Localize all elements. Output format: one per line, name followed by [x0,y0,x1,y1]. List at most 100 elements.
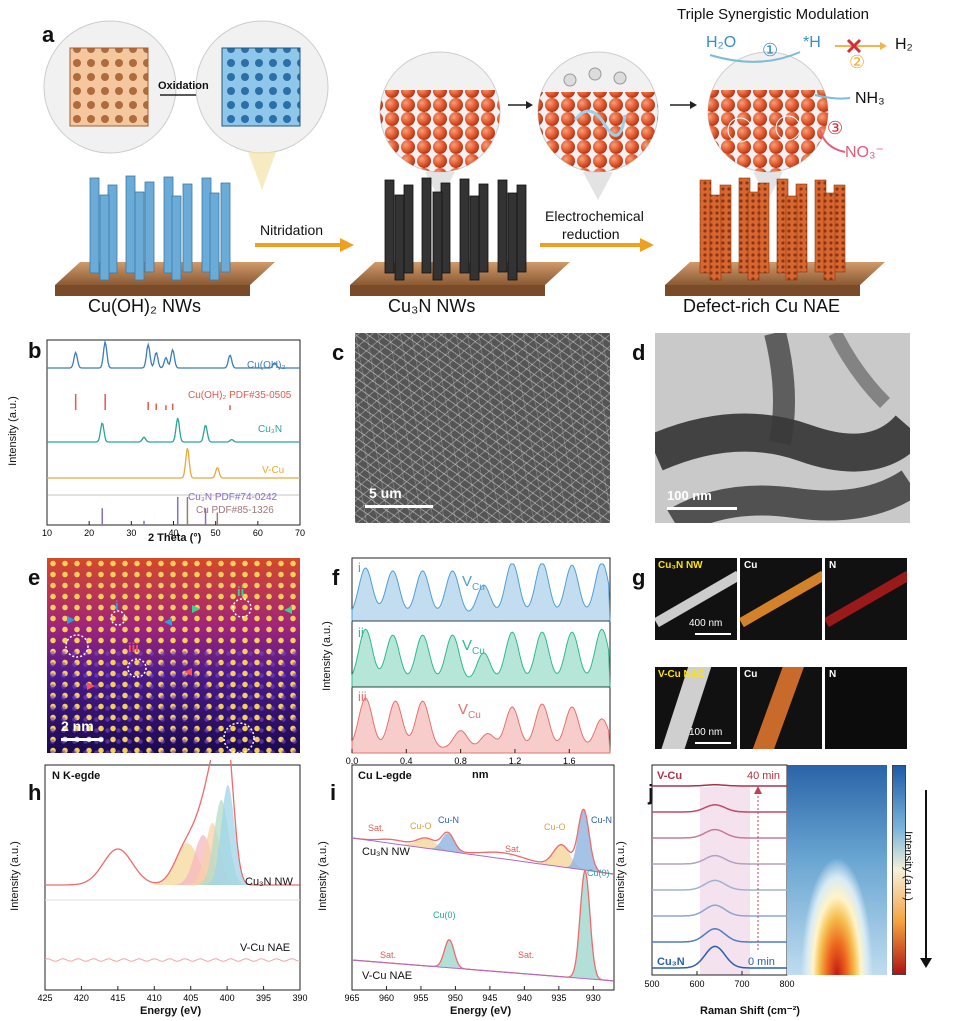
profile-tick-0.8: 0.8 [454,756,467,766]
raman-bottom-label: Cu₃N [657,956,685,968]
cul-tick-955: 955 [413,993,428,1003]
n-k-edge-chart: 425 420 415 410 405 400 395 390 [37,760,308,1003]
sem-scale-label: 5 um [369,485,402,501]
line-profile-chart: 0.0 0.4 0.8 1.2 1.6 [346,557,611,766]
cul-fit-top-3 [556,809,611,874]
eds-cu3n-haadf: Cu₃N NW 400 nm [655,558,737,640]
blue-cube-circle [195,20,329,154]
modulation-title: Triple Synergistic Modulation [677,6,870,23]
nk-curve-cu3n [45,760,300,886]
tem-scale-bar [667,507,737,510]
xrd-curve-cuoh2 [47,339,300,369]
panel-b: b 10 20 30 40 50 60 70 Intensity (a.u.) 2 Thet… [0,330,310,545]
panel-label-h: h [28,780,42,805]
cul-fit-bottom-1 [564,870,605,981]
oxidation-label: Oxidation [158,80,209,92]
cul-cu0-mid: Cu(0) [433,910,456,920]
nk-fit-0 [154,843,257,885]
no3-label: NO₃⁻ [845,144,884,161]
nk-fit-2 [154,823,257,885]
nk-tick-400: 400 [220,993,235,1003]
xrd-tick-70: 70 [295,528,305,538]
colorbar-label: Intensity (a.u.) [901,831,914,901]
sem-scale-bar [365,505,433,508]
nk-fit-4 [154,785,257,885]
cul-sat-3: Sat. [380,950,397,960]
cul-cun-1: Cu-N [438,815,460,825]
profile-row-iii-label: iii [358,689,367,704]
nk-xlabel: Energy (eV) [140,1005,202,1017]
nk-s1-label: Cu₃N NW [245,876,293,888]
panel-g: g Cu₃N NW 400 nm Cu N V-Cu NAE 100 nm Cu… [620,555,960,755]
cul-sat-1: Sat. [368,823,385,833]
raman-curve-6 [652,928,787,943]
raman-time-end: 40 min [747,770,781,782]
xrd-label-cu3n: Cu₃N [258,424,283,435]
nk-tick-395: 395 [256,993,271,1003]
cul-tick-935: 935 [551,993,566,1003]
haadf-annotations [65,598,292,753]
profile-xlabel: nm [472,769,489,781]
xrd-tick-50: 50 [211,528,221,538]
panel-i: i 965 960 955 950 945 940 935 930 Cu L-egde Int… [310,760,630,1021]
panel-h: h 425 420 415 410 405 400 395 390 N K-egde Inte… [0,760,310,1021]
nh3-label: NH₃ [855,90,885,107]
raman-xlabel: Raman Shift (cm⁻²) [700,1005,800,1017]
cuoh2-nanowire-array [55,175,275,296]
xrd-tick-60: 60 [253,528,263,538]
profile-ylabel: Intensity (a.u.) [320,621,333,691]
nk-tick-425: 425 [37,993,52,1003]
defect-rich-cu-nae-array [665,177,885,296]
vacancy-label-iii: VCu [458,701,481,721]
caption-cu3n: Cu₃N NWs [388,296,476,316]
nk-tick-405: 405 [183,993,198,1003]
cul-sat-4: Sat. [518,950,535,960]
profile-area-ii [351,628,611,688]
eds-vcu-cu-map: Cu [740,667,822,749]
xrd-curve-cu3n [47,417,300,443]
eds-top-scale-bar [695,633,731,635]
panel-f: f 0.0 0.4 0.8 1.2 1.6 Intensity (a.u.) nm i … [310,555,620,785]
cul-tick-950: 950 [448,993,463,1003]
raman-curve-3 [652,854,787,865]
raman-tick-600: 600 [689,979,704,989]
panel-label-b: b [28,338,42,363]
cul-sat-2: Sat. [505,844,522,854]
eds-bottom-scale-bar [695,742,731,744]
panel-label-j: j [648,780,655,805]
eds-bottom-n-label: N [829,669,837,680]
nk-title: N K-egde [52,770,101,782]
profile-area-iii [351,697,611,754]
profile-tick-1.6: 1.6 [563,756,576,766]
haadf-scale-bar [61,738,103,741]
profile-row-i-label: i [358,560,361,575]
caption-cuoh2: Cu(OH)₂ NWs [88,296,201,316]
panel-label-g: g [632,565,646,590]
xrd-label-cuoh2-pdf: Cu(OH)₂ PDF#35-0505 [188,390,292,401]
cul-s1-label: Cu₃N NW [362,846,410,858]
xrd-label-cu3n-pdf: Cu₃N PDF#74-0242 [188,492,278,503]
haadf-mark-iii: iii [128,640,139,655]
xrd-tick-30: 30 [126,528,136,538]
eds-top-cu-label: Cu [744,560,758,571]
tem-scale-label: 100 nm [667,488,712,503]
raman-curve-5 [652,904,787,917]
raman-heatmap [787,765,887,975]
xrd-chart: 10 20 30 40 50 60 70 [42,339,305,538]
cul-title: Cu L-egde [358,770,412,782]
nitridation-label: Nitridation [260,222,324,238]
panel-d: d 100 nm [610,330,960,530]
step-1: ① [762,40,779,60]
xrd-label-vcu: V-Cu [262,465,285,476]
nk-ylabel: Intensity (a.u.) [8,841,21,911]
eds-top-scale: 400 nm [689,618,723,629]
reduction-label: reduction [562,226,620,242]
cul-fit-top-1 [420,833,475,855]
raman-tick-500: 500 [644,979,659,989]
cul-fit-bottom-0 [428,939,470,970]
cul-curve-cu3n [352,808,614,875]
eds-cu3n-cu-map: Cu [740,558,822,640]
eds-vcu-haadf: V-Cu NAE 100 nm [655,667,737,749]
cul-curve-vcu [351,869,614,982]
sem-image: 5 um [355,333,610,523]
